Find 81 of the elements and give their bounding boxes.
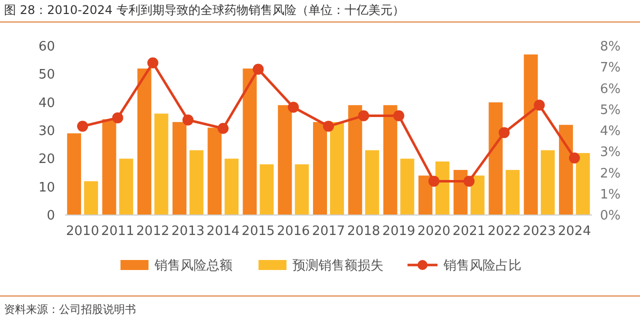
bar <box>470 176 484 215</box>
bar <box>119 158 134 215</box>
legend-label: 销售风险占比 <box>442 258 522 274</box>
x-tick-label: 2022 <box>488 224 521 239</box>
point <box>534 100 545 111</box>
bar <box>294 164 309 215</box>
bar <box>208 128 222 215</box>
x-tick-label: 2020 <box>417 224 450 239</box>
text: 资料来源：公司招股说明书 <box>4 303 136 316</box>
bar <box>67 133 82 215</box>
x-tick-label: 2023 <box>522 224 556 239</box>
point <box>77 120 88 132</box>
y-tick-label: 60 <box>38 40 55 55</box>
y-tick-label: 10 <box>38 180 55 196</box>
legend-label: 预测销售额损失 <box>292 258 384 274</box>
x-tick-label: 2015 <box>242 224 275 239</box>
x-tick-label: 2017 <box>312 224 346 239</box>
bar <box>488 102 503 215</box>
bar <box>383 105 398 215</box>
x-tick-label: 2024 <box>558 224 591 239</box>
bar <box>576 153 590 215</box>
bar <box>313 122 327 215</box>
y-tick-label: 0 <box>46 208 55 224</box>
point <box>428 176 440 187</box>
y-tick-label: 20 <box>38 152 55 168</box>
point <box>323 120 334 132</box>
bar <box>400 158 414 215</box>
x-tick-label: 2012 <box>136 224 170 239</box>
y2-tick-label: 2% <box>600 166 621 182</box>
chart-title: 图 28：2010-2024 专利到期导致的全球药物销售风险（单位：十亿美元） <box>4 3 404 17</box>
bar <box>278 105 292 215</box>
bar <box>154 114 168 215</box>
y2-tick-label: 1% <box>600 187 621 202</box>
x-tick-label: 2010 <box>66 224 100 239</box>
x-tick-label: 2021 <box>452 224 486 239</box>
legend-label: 销售风险总额 <box>154 258 232 274</box>
bar <box>506 170 520 215</box>
point <box>182 114 194 126</box>
point <box>568 152 580 164</box>
point <box>218 122 229 134</box>
bar <box>84 181 98 215</box>
bar <box>558 124 573 215</box>
y2-tick-label: 4% <box>600 124 621 140</box>
bar <box>365 150 380 215</box>
bar <box>348 105 362 215</box>
x-tick-label: 2014 <box>206 224 240 239</box>
bar <box>189 150 204 215</box>
point <box>393 110 404 122</box>
y2-tick-label: 0% <box>600 208 621 224</box>
y2-tick-label: 7% <box>600 60 621 76</box>
point <box>288 102 299 113</box>
x-tick-label: 2018 <box>347 224 380 239</box>
y2-tick-label: 6% <box>600 82 621 97</box>
bar <box>435 161 450 215</box>
y-tick-label: 40 <box>38 96 55 111</box>
bar <box>540 150 555 215</box>
bar <box>137 68 152 215</box>
bar <box>224 158 239 215</box>
y2-tick-label: 5% <box>600 102 621 118</box>
bar <box>418 176 432 215</box>
point <box>112 112 124 124</box>
bar <box>102 119 116 215</box>
bar <box>172 122 186 215</box>
y2-tick-label: 8% <box>600 40 621 55</box>
y-tick-label: 30 <box>38 124 55 140</box>
point <box>252 64 264 75</box>
bar <box>454 170 468 215</box>
point <box>498 127 510 138</box>
point <box>464 176 475 187</box>
x-tick-label: 2013 <box>171 224 205 239</box>
bar <box>524 54 538 215</box>
y-tick-label: 50 <box>38 68 55 83</box>
point <box>358 110 370 122</box>
point <box>147 57 158 68</box>
bar <box>330 122 344 215</box>
x-tick-label: 2019 <box>382 224 416 239</box>
bar <box>242 68 257 215</box>
x-tick-label: 2011 <box>101 224 134 239</box>
y2-tick-label: 3% <box>600 145 621 160</box>
x-tick-label: 2016 <box>276 224 310 239</box>
bar <box>260 164 274 215</box>
